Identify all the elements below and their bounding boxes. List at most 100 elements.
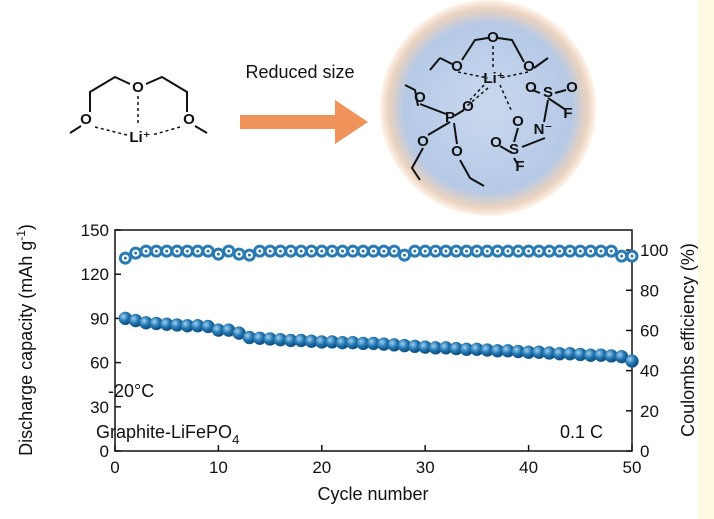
x-tick-label: 50 [623, 458, 642, 477]
ce-dot [247, 253, 251, 257]
ce-point [284, 244, 298, 258]
ce-dot [599, 249, 603, 253]
ce-dot [165, 249, 169, 253]
x-axis-label: Cycle number [317, 484, 428, 504]
ce-point [387, 244, 401, 258]
right-cluster [404, 37, 567, 187]
cell-label: Graphite-LiFePO4 [96, 422, 239, 447]
ce-dot [527, 249, 531, 253]
atom-label: F [563, 105, 572, 122]
ce-point [149, 244, 163, 258]
y-tick-label: 30 [90, 398, 109, 417]
y2-tick-label: 60 [640, 321, 659, 340]
arrow [240, 100, 368, 144]
cell-sub: 4 [232, 432, 239, 447]
ce-point [335, 244, 349, 258]
ce-dot [413, 249, 417, 253]
ce-point [408, 244, 422, 258]
ce-dot [320, 249, 324, 253]
atom-label: P [445, 109, 455, 126]
ce-dot [465, 249, 469, 253]
ce-dot [485, 249, 489, 253]
ce-point [522, 244, 536, 258]
ce-point [346, 244, 360, 258]
y2-axis-label: Coulombs efficiency (%) [678, 243, 698, 437]
ce-point [573, 244, 587, 258]
temperature-label: -20°C [108, 381, 154, 401]
ce-point [398, 248, 412, 262]
ce-point [594, 244, 608, 258]
ce-point [563, 244, 577, 258]
atom-label: O [490, 134, 502, 151]
ce-point [242, 248, 256, 262]
ce-dot [506, 249, 510, 253]
ce-point [294, 244, 308, 258]
arrow-label: Reduced size [245, 62, 354, 82]
ce-dot [330, 249, 334, 253]
ce-point [511, 244, 525, 258]
ce-point [604, 244, 618, 258]
ce-point [273, 244, 287, 258]
ce-point [211, 247, 225, 261]
ce-point [232, 247, 246, 261]
ce-point [532, 244, 546, 258]
ce-point [553, 244, 567, 258]
ce-dot [351, 249, 355, 253]
ce-dot [454, 249, 458, 253]
atom-label: O [80, 111, 92, 128]
ce-point [253, 244, 267, 258]
ce-dot [289, 249, 293, 253]
ce-point [139, 244, 153, 258]
y-tick-label: 150 [81, 221, 109, 240]
ce-point [304, 244, 318, 258]
ce-point [367, 244, 380, 258]
ce-point [625, 249, 639, 263]
ce-point [615, 249, 629, 263]
cell-text: Graphite-LiFePO [96, 422, 232, 442]
ce-point [584, 244, 598, 258]
y-tick-label: 90 [90, 309, 109, 328]
ce-point [480, 244, 494, 258]
ce-dot [578, 249, 582, 253]
ce-dot [134, 251, 138, 255]
ce-point [449, 244, 463, 258]
edge-strip [698, 0, 714, 519]
y-tick-label: 0 [100, 442, 109, 461]
ce-point [180, 244, 194, 258]
ce-dot [392, 249, 396, 253]
atom-label: O [414, 89, 426, 106]
y-label-text: Discharge capacity (mAh g [16, 241, 36, 456]
ce-dot [299, 249, 303, 253]
ce-dot [630, 254, 634, 258]
y2-tick-label: 100 [640, 241, 668, 260]
ce-dot [309, 249, 313, 253]
ce-dot [496, 249, 500, 253]
ce-dot [444, 249, 448, 253]
ce-dot [403, 253, 407, 257]
atom-label: N⁻ [534, 121, 553, 138]
ce-dot [434, 249, 438, 253]
ce-dot [516, 249, 520, 253]
ce-dot [123, 256, 127, 260]
atom-label: O [487, 29, 499, 46]
y2-tick-label: 0 [640, 442, 649, 461]
atom-label: Li⁺ [129, 129, 150, 146]
ce-point [201, 244, 215, 258]
ce-point [470, 244, 484, 258]
ce-dot [237, 252, 241, 256]
y-tick-label: 60 [90, 354, 109, 373]
x-tick-label: 40 [519, 458, 538, 477]
ce-dot [185, 249, 189, 253]
atom-label: O [417, 133, 429, 150]
y2-tick-label: 40 [640, 362, 659, 381]
rate-label: 0.1 C [560, 422, 603, 442]
solvation-sphere [380, 0, 596, 216]
ce-point [377, 244, 391, 258]
x-tick-label: 20 [312, 458, 331, 477]
ce-dot [361, 249, 365, 253]
ce-dot [423, 249, 427, 253]
ce-dot [589, 249, 593, 253]
ce-point [222, 244, 236, 258]
ce-dot [609, 249, 613, 253]
